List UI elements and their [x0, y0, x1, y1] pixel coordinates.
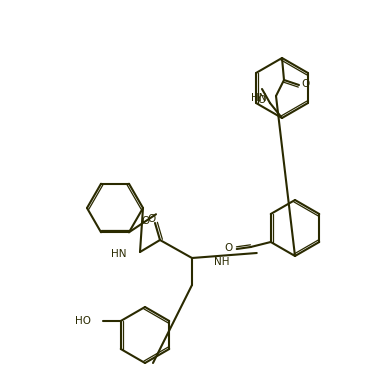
Text: HO: HO	[75, 316, 91, 326]
Text: O: O	[225, 243, 233, 253]
Text: HN: HN	[250, 93, 266, 103]
Text: O: O	[302, 79, 310, 89]
Text: O: O	[147, 214, 155, 224]
Text: NH: NH	[214, 257, 230, 267]
Text: O: O	[141, 216, 149, 226]
Text: O: O	[258, 95, 266, 105]
Text: HN: HN	[110, 249, 126, 259]
